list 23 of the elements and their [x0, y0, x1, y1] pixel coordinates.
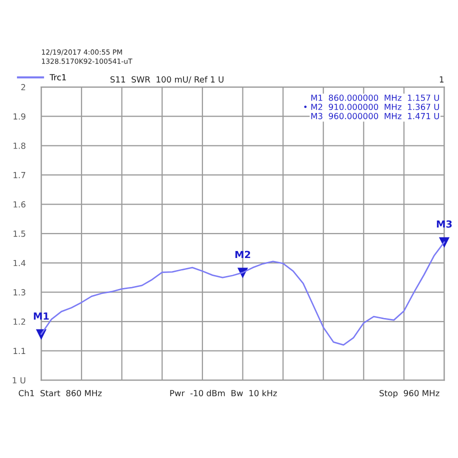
y-tick-label: 1.1: [14, 348, 26, 354]
y-tick-label: 1.9: [14, 113, 26, 120]
y-tick-label: 1.8: [14, 142, 26, 149]
text: Ch1 Start 860 MHz: [18, 390, 102, 396]
text: Pwr -10 dBm Bw 10 kHz: [170, 390, 277, 396]
annotation: M3 960.000000 MHz 1.471 U: [311, 112, 439, 120]
data-label: M2: [235, 250, 250, 258]
legend-label: Trc1: [50, 74, 66, 80]
data-label: M3: [436, 220, 452, 228]
text: S11 SWR 100 mU/ Ref 1 U: [110, 76, 224, 84]
y-tick-label: 1.6: [14, 201, 26, 208]
y-tick-label: 1.3: [14, 289, 26, 296]
y-tick-label: 1.4: [14, 260, 26, 266]
data-label: M1: [34, 312, 49, 320]
annotation: M1 860.000000 MHz 1.157 U: [311, 94, 439, 101]
annotation: • M2 910.000000 MHz 1.367 U: [304, 104, 439, 110]
y-tick-label: 2: [21, 84, 26, 90]
y-tick-label: 1.2: [14, 318, 26, 325]
text: Stop 960 MHz: [380, 390, 440, 398]
y-tick-label: 1.5: [14, 230, 26, 237]
y-tick-label: 1.7: [14, 172, 26, 178]
y-tick-label: 1 U: [12, 377, 26, 384]
text: 1: [440, 76, 444, 82]
